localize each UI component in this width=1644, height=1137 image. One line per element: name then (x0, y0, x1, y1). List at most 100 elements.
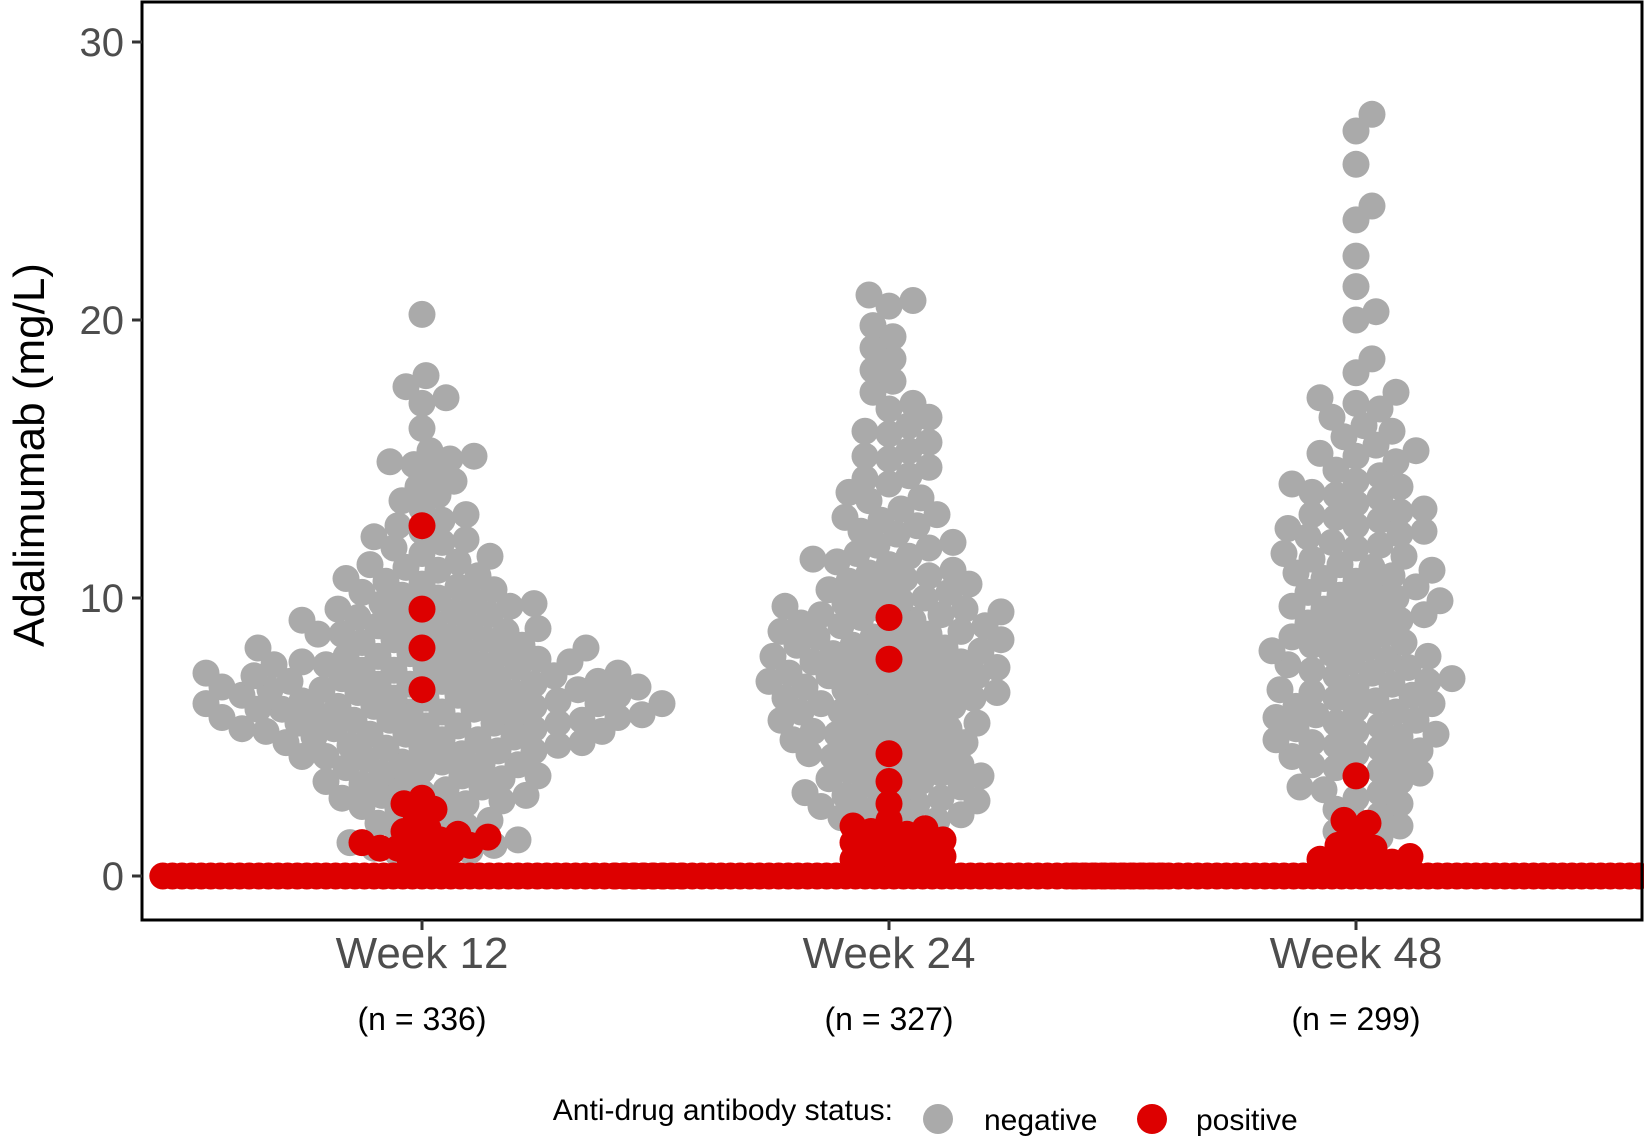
point-negative (1366, 395, 1394, 423)
point-negative (1298, 656, 1326, 684)
point-negative (807, 601, 835, 629)
point-negative (272, 729, 300, 757)
x-category-n-label: (n = 299) (1292, 1001, 1421, 1037)
point-negative (444, 548, 472, 576)
point-negative (915, 562, 943, 590)
point-negative (524, 762, 552, 790)
point-negative (907, 484, 935, 512)
point-negative (476, 542, 504, 570)
point-negative (1382, 378, 1410, 406)
point-negative (520, 715, 548, 743)
legend: Anti-drug antibody status: negative posi… (553, 1094, 1298, 1137)
point-negative (939, 528, 967, 556)
point-negative (408, 540, 436, 567)
point-negative (1306, 439, 1334, 467)
point-negative (328, 620, 356, 648)
legend-label-negative: negative (984, 1104, 1097, 1137)
point-negative (1322, 503, 1350, 531)
point-negative (444, 573, 472, 601)
point-negative (791, 779, 819, 807)
point-negative (1262, 726, 1290, 754)
point-negative (1386, 790, 1414, 818)
point-positive-zero (1625, 862, 1644, 890)
point-negative (408, 389, 436, 417)
legend-label-positive: positive (1196, 1104, 1298, 1137)
point-negative (1322, 731, 1350, 759)
point-positive (408, 512, 436, 540)
point-negative (1266, 676, 1294, 704)
point-negative (364, 809, 392, 837)
point-negative (1406, 759, 1434, 787)
point-negative (624, 673, 652, 701)
point-positive (408, 634, 436, 662)
point-positive (875, 768, 903, 795)
plot-panel-border (140, 0, 1644, 922)
point-negative (1262, 704, 1290, 731)
point-negative (859, 334, 887, 362)
x-category-label: Week 12 (336, 929, 509, 978)
point-negative (887, 495, 915, 523)
point-negative (879, 345, 907, 373)
point-negative (1374, 645, 1402, 673)
point-negative (1342, 242, 1370, 270)
point-negative (1358, 192, 1386, 220)
point-negative (903, 512, 931, 540)
point-negative (452, 501, 480, 529)
x-category-n-label: (n = 336) (358, 1001, 487, 1037)
point-negative (192, 690, 220, 718)
point-negative (1358, 100, 1386, 128)
point-negative (1342, 467, 1370, 495)
y-tick-label: 10 (80, 577, 125, 621)
point-positive (474, 823, 502, 851)
point-positive (1396, 843, 1424, 870)
point-negative (927, 784, 955, 812)
point-negative (875, 395, 903, 423)
point-negative (1342, 442, 1370, 470)
point-negative (372, 567, 400, 595)
point-negative (851, 417, 879, 445)
point-negative (1322, 684, 1350, 712)
point-negative (1342, 117, 1370, 145)
point-negative (859, 312, 887, 340)
point-negative (899, 389, 927, 417)
point-negative (1298, 545, 1326, 573)
point-negative (799, 545, 827, 573)
point-negative (1258, 637, 1286, 665)
point-negative (384, 512, 412, 540)
point-negative (360, 523, 388, 551)
point-negative (324, 692, 352, 720)
point-negative (544, 731, 572, 759)
point-negative (875, 292, 903, 320)
point-negative (951, 595, 979, 623)
point-negative (1318, 528, 1346, 556)
point-negative (312, 768, 340, 795)
point-negative (1322, 481, 1350, 509)
point-negative (987, 598, 1015, 626)
point-positive (444, 820, 472, 848)
point-negative (1350, 412, 1378, 440)
point-negative (927, 601, 955, 629)
point-negative (544, 687, 572, 715)
point-negative (308, 676, 336, 704)
point-negative (488, 787, 516, 815)
point-negative (1362, 687, 1390, 715)
point-negative (240, 662, 268, 690)
y-tick-label: 0 (102, 855, 124, 899)
axes-layer: 0 10 20 30 Week 12 (n = 336) Week 24 (n = 327) W… (80, 21, 1443, 1037)
point-negative (408, 300, 436, 328)
point-negative (1310, 776, 1338, 804)
point-negative (568, 706, 596, 734)
point-positive (839, 812, 867, 840)
point-negative (328, 784, 356, 812)
point-negative (1386, 520, 1414, 548)
point-negative (1414, 642, 1442, 670)
point-negative (963, 709, 991, 737)
point-negative (1330, 423, 1358, 451)
point-negative (1378, 670, 1406, 698)
point-positive (875, 604, 903, 631)
point-negative (520, 692, 548, 720)
point-negative (1362, 298, 1390, 326)
point-negative (1298, 679, 1326, 706)
point-negative (1322, 456, 1350, 484)
point-negative (496, 592, 524, 620)
